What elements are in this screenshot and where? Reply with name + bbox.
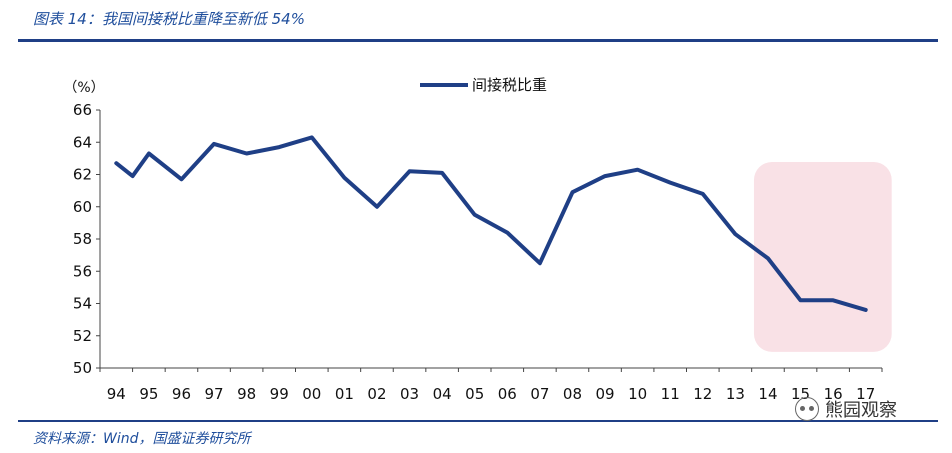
y-tick-label: 58 [73, 230, 92, 248]
y-tick-label: 52 [73, 327, 92, 345]
x-tick-label: 16 [824, 385, 843, 403]
legend-label: 间接税比重 [472, 76, 547, 94]
x-tick-label: 14 [758, 385, 777, 403]
y-tick-label: 64 [73, 133, 92, 151]
x-tick-label: 95 [139, 385, 158, 403]
y-tick-label: 62 [73, 166, 92, 184]
top-divider [18, 39, 938, 42]
x-tick-label: 04 [433, 385, 452, 403]
x-tick-label: 99 [270, 385, 289, 403]
x-tick-label: 05 [465, 385, 484, 403]
x-tick-label: 98 [237, 385, 256, 403]
bottom-divider [18, 420, 938, 422]
y-tick-label: 50 [73, 359, 92, 377]
x-tick-label: 13 [726, 385, 745, 403]
x-tick-label: 11 [661, 385, 680, 403]
y-tick-label: 56 [73, 262, 92, 280]
x-tick-label: 02 [367, 385, 386, 403]
y-tick-label: 60 [73, 198, 92, 216]
x-tick-label: 07 [530, 385, 549, 403]
chart-title: 图表 14：我国间接税比重降至新低 54% [33, 10, 305, 28]
x-tick-label: 06 [498, 385, 517, 403]
series-line [114, 135, 868, 312]
x-tick-label: 97 [204, 385, 223, 403]
x-tick-label: 08 [563, 385, 582, 403]
x-tick-label: 10 [628, 385, 647, 403]
y-tick-label: 66 [73, 101, 92, 119]
watermark-label: 熊园观察 [825, 400, 897, 421]
source-note: 资料来源：Wind，国盛证券研究所 [33, 431, 251, 447]
highlight-band [753, 162, 892, 352]
watermark: 熊园观察 [795, 396, 897, 422]
x-tick-label: 96 [172, 385, 191, 403]
x-tick-label: 12 [693, 385, 712, 403]
x-tick-label: 03 [400, 385, 419, 403]
y-unit-label: （%） [63, 80, 104, 96]
x-tick-label: 17 [856, 385, 875, 403]
y-tick-label: 54 [73, 295, 92, 313]
x-tick-label: 00 [302, 385, 321, 403]
wechat-icon [795, 397, 819, 421]
x-tick-label: 01 [335, 385, 354, 403]
x-tick-label: 09 [595, 385, 614, 403]
x-tick-label: 94 [107, 385, 126, 403]
